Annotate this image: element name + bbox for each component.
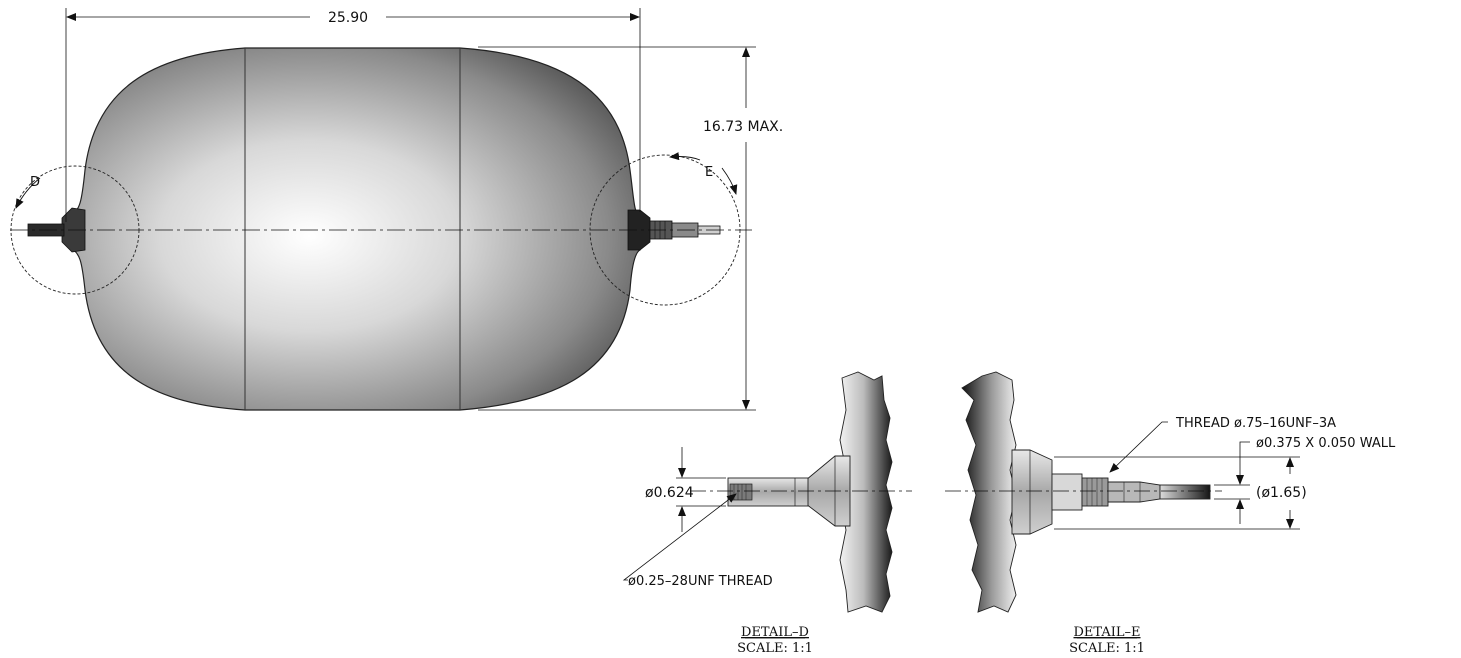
detail-e-marker: E [705, 165, 713, 180]
detail-e-thread-leader [1109, 421, 1168, 473]
detail-e-tube-leader [1239, 441, 1250, 466]
detail-d-thread-leader [622, 493, 737, 581]
detail-e-boss [1051, 473, 1083, 511]
detail-e-reference-diameter: (ø1.65) [1256, 485, 1307, 501]
detail-d-thread-callout: ø0.25–28UNF THREAD [628, 574, 773, 589]
bladder-body [69, 47, 641, 411]
detail-d-arrow [15, 177, 41, 209]
detail-e-arrow-top [669, 152, 701, 161]
detail-e: THREAD ø.75–16UNF–3A ø0.375 X 0.050 WALL… [945, 371, 1396, 656]
detail-e-scale: SCALE: 1:1 [1069, 641, 1145, 656]
detail-e-flange [961, 371, 1017, 613]
main-view: D E 25.90 16.73 MAX. [10, 8, 783, 411]
detail-e-title: DETAIL–E [1073, 625, 1140, 640]
detail-e-thread [1081, 477, 1109, 507]
detail-e-hub [1011, 449, 1053, 535]
detail-d-marker: D [30, 175, 40, 190]
detail-e-fitting [1107, 481, 1161, 503]
detail-e-arrow-side [721, 167, 738, 195]
detail-d: ø0.624 ø0.25–28UNF THREAD DETAIL–D SCALE… [622, 371, 912, 656]
overall-height-dimension: 16.73 MAX. [703, 119, 783, 135]
detail-d-title: DETAIL–D [741, 625, 809, 640]
detail-d-scale: SCALE: 1:1 [737, 641, 813, 656]
detail-e-tube-callout: ø0.375 X 0.050 WALL [1256, 436, 1396, 451]
detail-d-circle [10, 165, 140, 295]
detail-e-tube [1159, 484, 1211, 500]
overall-length-dimension: 25.90 [328, 10, 368, 26]
detail-d-threaded-bore [729, 483, 753, 501]
detail-e-thread-callout: THREAD ø.75–16UNF–3A [1175, 416, 1336, 431]
detail-e-circle [589, 154, 741, 306]
detail-d-diameter: ø0.624 [645, 485, 694, 501]
